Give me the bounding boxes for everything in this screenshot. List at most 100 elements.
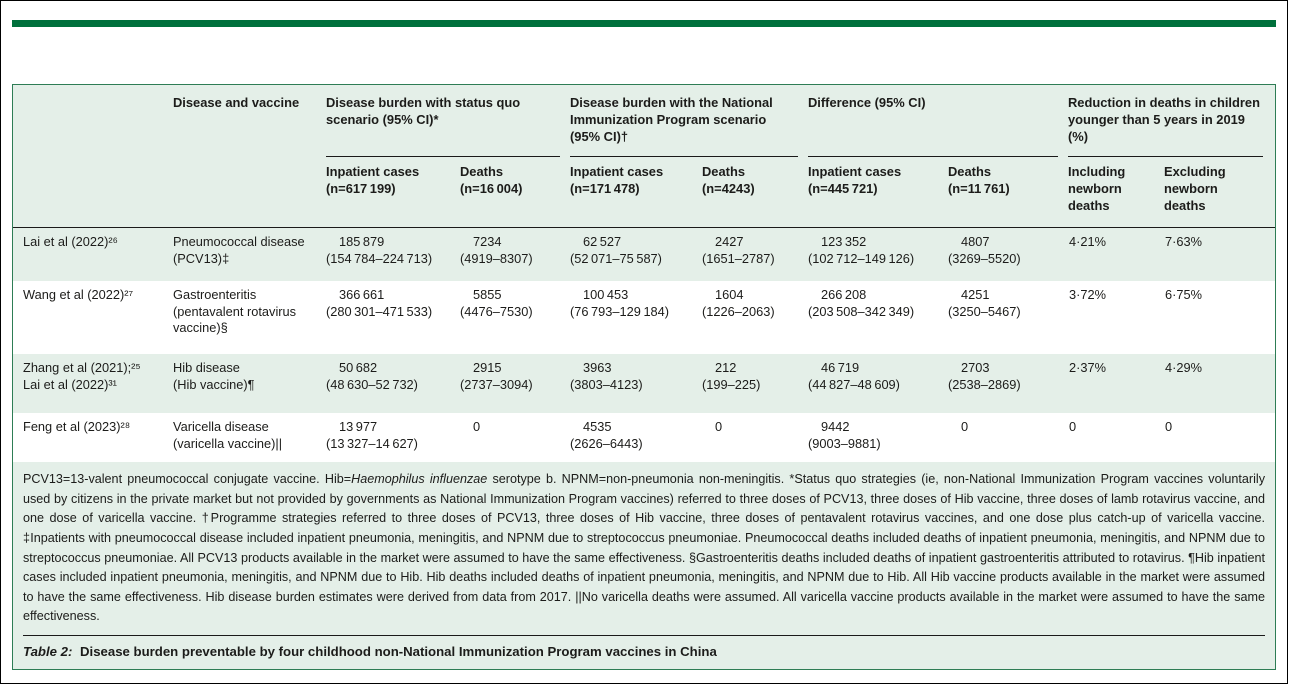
value: 366 661 xyxy=(339,287,385,302)
footnote-italic-species: Haemophilus influenzae xyxy=(351,472,488,486)
footnote-text: PCV13=13-valent pneumococcal conjugate v… xyxy=(23,472,352,486)
footnote-text: serotype b. NPNM=non-pneumonia non-menin… xyxy=(23,472,1265,624)
empty-header-cell xyxy=(23,163,173,227)
table-caption-label: Table 2: xyxy=(23,644,73,660)
table-subheader-row: Inpatient cases (n=617 199) Deaths (n=16… xyxy=(13,157,1275,228)
value: 0 xyxy=(1069,419,1077,434)
table-footnote: PCV13=13-valent pneumococcal conjugate v… xyxy=(13,462,1275,633)
value: 7·63% xyxy=(1165,234,1202,249)
value: 185 879 xyxy=(339,234,385,249)
percent-cell: 6·75% xyxy=(1164,287,1265,350)
value: 4·21% xyxy=(1069,234,1106,249)
value-cell: 185 879 (154 784–224 713) xyxy=(326,234,460,277)
disease-cell: Gastroenteritis (pentavalent rotavirus v… xyxy=(173,287,297,336)
value: 0 xyxy=(473,419,481,434)
value: 100 453 xyxy=(583,287,629,302)
confidence-interval: (3250–5467) xyxy=(948,303,1021,319)
value: 13 977 xyxy=(339,419,378,434)
value: 1604 xyxy=(715,287,744,302)
study-cell: Lai et al (2022)²⁶ xyxy=(23,234,118,249)
value-cell: 266 208 (203 508–342 349) xyxy=(808,287,948,350)
group-header-reduction: Reduction in deaths in children younger … xyxy=(1068,94,1263,157)
table-row-varicella: Feng et al (2023)²⁸ Varicella disease (v… xyxy=(13,413,1275,462)
confidence-interval: (3803–4123) xyxy=(570,376,643,392)
value-cell: 4535 (2626–6443) xyxy=(570,419,702,458)
group-header-label: Disease burden with status quo scenario … xyxy=(326,95,521,128)
value-cell: 4807 (3269–5520) xyxy=(948,234,1068,277)
value: 46 719 xyxy=(821,360,860,375)
disease-cell: Varicella disease (varicella vaccine)|| xyxy=(173,419,283,451)
value-cell: 2427 (1651–2787) xyxy=(702,234,808,277)
confidence-interval: (203 508–342 349) xyxy=(808,303,915,319)
confidence-interval: (4476–7530) xyxy=(460,303,533,319)
value: 212 xyxy=(715,360,737,375)
journal-top-rule xyxy=(12,20,1276,27)
value: 2·37% xyxy=(1069,360,1106,375)
table-row-gastroenteritis: Wang et al (2022)²⁷ Gastroenteritis (pen… xyxy=(13,281,1275,354)
confidence-interval: (52 071–75 587) xyxy=(570,250,662,266)
percent-cell: 2·37% xyxy=(1068,360,1164,409)
confidence-interval: (2626–6443) xyxy=(570,435,643,451)
confidence-interval: (1651–2787) xyxy=(702,250,775,266)
confidence-interval: (280 301–471 533) xyxy=(326,303,433,319)
value-cell: 62 527 (52 071–75 587) xyxy=(570,234,702,277)
confidence-interval: (9003–9881) xyxy=(808,435,881,451)
value-cell: 46 719 (44 827–48 609) xyxy=(808,360,948,409)
group-header-nip-scenario: Disease burden with the National Immuniz… xyxy=(570,94,798,157)
value: 2703 xyxy=(961,360,990,375)
value-cell: 3963 (3803–4123) xyxy=(570,360,702,409)
table-row-pneumococcal: Lai et al (2022)²⁶ Pneumococcal disease … xyxy=(13,228,1275,281)
subheader-including-newborn: Including newborn deaths xyxy=(1068,164,1126,214)
group-header-label: Difference (95% CI) xyxy=(808,95,926,110)
confidence-interval: (2538–2869) xyxy=(948,376,1021,392)
value-cell: 0 xyxy=(702,419,808,458)
table-caption-text: Disease burden preventable by four child… xyxy=(76,644,717,660)
study-cell: Wang et al (2022)²⁷ xyxy=(23,287,134,302)
value: 9442 xyxy=(821,419,850,434)
value-cell: 1604 (1226–2063) xyxy=(702,287,808,350)
value-cell: 4251 (3250–5467) xyxy=(948,287,1068,350)
subheader-deaths-nip: Deaths (n=4243) xyxy=(702,164,755,197)
value: 50 682 xyxy=(339,360,378,375)
percent-cell: 0 xyxy=(1164,419,1265,458)
confidence-interval: (102 712–149 126) xyxy=(808,250,915,266)
confidence-interval: (1226–2063) xyxy=(702,303,775,319)
table-group-header-row: Disease and vaccine Disease burden with … xyxy=(13,85,1275,157)
caption-divider xyxy=(23,635,1265,637)
value: 4·29% xyxy=(1165,360,1202,375)
value: 123 352 xyxy=(821,234,867,249)
subheader-inpatient-cases-nip: Inpatient cases (n=171 478) xyxy=(570,164,664,197)
disease-cell: Pneumococcal disease (PCV13)‡ xyxy=(173,234,305,266)
group-header-status-quo: Disease burden with status quo scenario … xyxy=(326,94,560,157)
value: 0 xyxy=(961,419,969,434)
confidence-interval: (48 630–52 732) xyxy=(326,376,418,392)
value: 2427 xyxy=(715,234,744,249)
value: 6·75% xyxy=(1165,287,1202,302)
confidence-interval: (4919–8307) xyxy=(460,250,533,266)
value-cell: 123 352 (102 712–149 126) xyxy=(808,234,948,277)
table-caption: Table 2: Disease burden preventable by f… xyxy=(13,636,1275,669)
subheader-deaths-status-quo: Deaths (n=16 004) xyxy=(460,164,523,197)
value-cell: 100 453 (76 793–129 184) xyxy=(570,287,702,350)
confidence-interval: (3269–5520) xyxy=(948,250,1021,266)
percent-cell: 4·21% xyxy=(1068,234,1164,277)
subheader-inpatient-cases-status-quo: Inpatient cases (n=617 199) xyxy=(326,164,420,197)
value-cell: 2915 (2737–3094) xyxy=(460,360,570,409)
value: 62 527 xyxy=(583,234,622,249)
disease-and-vaccine-header: Disease and vaccine xyxy=(173,95,300,110)
value: 266 208 xyxy=(821,287,867,302)
value-cell: 5855 (4476–7530) xyxy=(460,287,570,350)
confidence-interval: (2737–3094) xyxy=(460,376,533,392)
study-cell: Zhang et al (2021);²⁵ Lai et al (2022)³¹ xyxy=(23,360,141,392)
value-cell: 0 xyxy=(948,419,1068,458)
percent-cell: 7·63% xyxy=(1164,234,1265,277)
study-cell: Feng et al (2023)²⁸ xyxy=(23,419,131,434)
subheader-inpatient-cases-difference: Inpatient cases (n=445 721) xyxy=(808,164,902,197)
disease-cell: Hib disease (Hib vaccine)¶ xyxy=(173,360,255,392)
value-cell: 7234 (4919–8307) xyxy=(460,234,570,277)
value: 5855 xyxy=(473,287,502,302)
percent-cell: 3·72% xyxy=(1068,287,1164,350)
empty-header-cell xyxy=(23,94,173,157)
value: 0 xyxy=(1165,419,1173,434)
value: 3963 xyxy=(583,360,612,375)
